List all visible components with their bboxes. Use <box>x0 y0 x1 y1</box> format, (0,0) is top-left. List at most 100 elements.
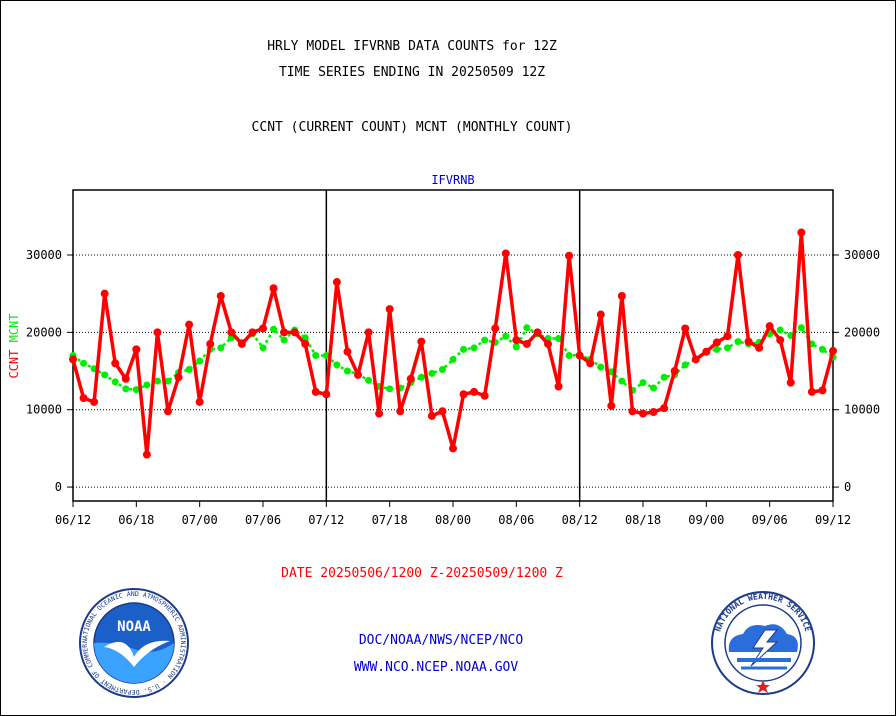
point-ccnt-6 <box>132 345 141 354</box>
point-ccnt-69 <box>797 228 806 237</box>
x-tick-label-9: 08/18 <box>625 513 661 527</box>
point-mcnt-38 <box>470 344 478 352</box>
x-tick-label-4: 07/12 <box>308 513 344 527</box>
point-ccnt-53 <box>628 407 637 416</box>
point-mcnt-41 <box>502 332 510 340</box>
point-ccnt-1 <box>79 394 88 403</box>
point-ccnt-28 <box>364 328 373 337</box>
point-ccnt-10 <box>174 373 183 382</box>
point-ccnt-70 <box>807 387 816 396</box>
point-ccnt-43 <box>522 339 531 348</box>
point-mcnt-69 <box>797 324 805 332</box>
point-ccnt-9 <box>164 407 172 416</box>
point-mcnt-43 <box>523 324 531 332</box>
point-ccnt-72 <box>829 346 837 355</box>
point-ccnt-33 <box>417 337 426 346</box>
point-mcnt-5 <box>122 385 130 393</box>
point-mcnt-12 <box>196 357 204 365</box>
y-axis-label-ccnt: CCNT <box>7 342 21 378</box>
point-ccnt-52 <box>617 291 626 300</box>
point-ccnt-13 <box>206 339 215 348</box>
point-ccnt-24 <box>322 390 331 399</box>
point-ccnt-14 <box>216 291 225 300</box>
point-ccnt-48 <box>575 351 584 360</box>
x-tick-label-5: 07/18 <box>372 513 408 527</box>
point-mcnt-34 <box>428 369 436 377</box>
plot-title: IFVRNB <box>431 173 474 187</box>
point-mcnt-67 <box>776 326 784 334</box>
point-mcnt-58 <box>681 361 689 369</box>
point-ccnt-57 <box>670 367 679 376</box>
point-mcnt-1 <box>80 359 88 367</box>
point-ccnt-55 <box>649 408 658 417</box>
point-mcnt-7 <box>143 381 151 389</box>
noaa-logo: NOAA NATIONAL OCEANIC AND ATMOSPHERIC AD… <box>76 581 190 699</box>
noaa-logo-text: NOAA <box>117 619 151 635</box>
point-mcnt-18 <box>259 344 267 352</box>
point-ccnt-45 <box>544 339 552 348</box>
point-mcnt-50 <box>597 363 605 371</box>
point-mcnt-47 <box>565 352 573 360</box>
point-mcnt-52 <box>618 377 626 385</box>
grid-layer <box>73 254 833 488</box>
point-mcnt-42 <box>512 343 520 351</box>
point-mcnt-11 <box>185 365 193 373</box>
point-ccnt-49 <box>586 359 595 368</box>
y-tick-label-left-0: 0 <box>55 480 62 494</box>
chart-title-line2: TIME SERIES ENDING IN 20250509 12Z <box>278 65 546 80</box>
point-ccnt-38 <box>470 387 479 396</box>
point-mcnt-4 <box>111 378 119 386</box>
point-ccnt-67 <box>776 336 785 345</box>
chart-subtitle: CCNT (CURRENT COUNT) MCNT (MONTHLY COUNT… <box>251 120 573 135</box>
point-ccnt-46 <box>554 382 563 391</box>
point-ccnt-21 <box>290 328 299 337</box>
x-tick-label-8: 08/12 <box>562 513 598 527</box>
x-tick-label-7: 08/06 <box>498 513 534 527</box>
x-tick-label-2: 07/00 <box>182 513 218 527</box>
point-mcnt-6 <box>132 386 140 394</box>
date-range-label: DATE 20250506/1200 Z-20250509/1200 Z <box>281 566 563 581</box>
y-axis-label-mcnt: MCNT <box>7 313 21 342</box>
point-mcnt-55 <box>650 384 658 392</box>
x-tick-label-10: 09/00 <box>688 513 724 527</box>
point-ccnt-41 <box>501 249 510 258</box>
point-mcnt-20 <box>280 336 288 344</box>
point-ccnt-25 <box>332 278 341 287</box>
point-ccnt-16 <box>237 339 246 348</box>
point-mcnt-63 <box>734 338 742 346</box>
point-ccnt-71 <box>818 386 827 395</box>
point-mcnt-54 <box>639 379 647 387</box>
x-tick-label-0: 06/12 <box>55 513 91 527</box>
point-ccnt-26 <box>343 347 352 356</box>
point-ccnt-35 <box>438 407 447 416</box>
x-tick-label-11: 09/06 <box>752 513 788 527</box>
plot-area-border <box>72 189 834 502</box>
point-ccnt-20 <box>280 328 289 337</box>
point-mcnt-71 <box>818 345 826 353</box>
point-ccnt-60 <box>702 347 711 356</box>
point-mcnt-8 <box>153 377 161 385</box>
point-ccnt-39 <box>480 391 489 400</box>
point-mcnt-46 <box>555 335 563 343</box>
point-ccnt-8 <box>153 328 162 337</box>
point-ccnt-30 <box>385 305 394 314</box>
point-mcnt-26 <box>343 367 351 375</box>
point-ccnt-12 <box>195 397 204 406</box>
point-ccnt-56 <box>660 404 669 413</box>
point-ccnt-47 <box>565 251 574 260</box>
point-ccnt-68 <box>786 378 795 387</box>
point-ccnt-5 <box>121 374 130 383</box>
point-ccnt-4 <box>111 359 120 368</box>
y-tick-label-right-1: 10000 <box>844 403 880 417</box>
plot-frame-layer <box>67 189 839 507</box>
point-mcnt-23 <box>312 352 320 360</box>
chart-svg: 0 0 10000 10000 20000 20000 30000 30000 06/12 06/… <box>7 173 880 527</box>
point-mcnt-33 <box>417 373 425 381</box>
point-ccnt-18 <box>259 324 267 333</box>
point-ccnt-54 <box>639 409 647 418</box>
point-mcnt-19 <box>270 325 278 333</box>
point-ccnt-58 <box>681 324 690 333</box>
point-ccnt-17 <box>248 328 257 337</box>
point-ccnt-23 <box>311 387 320 396</box>
point-mcnt-14 <box>217 344 225 352</box>
